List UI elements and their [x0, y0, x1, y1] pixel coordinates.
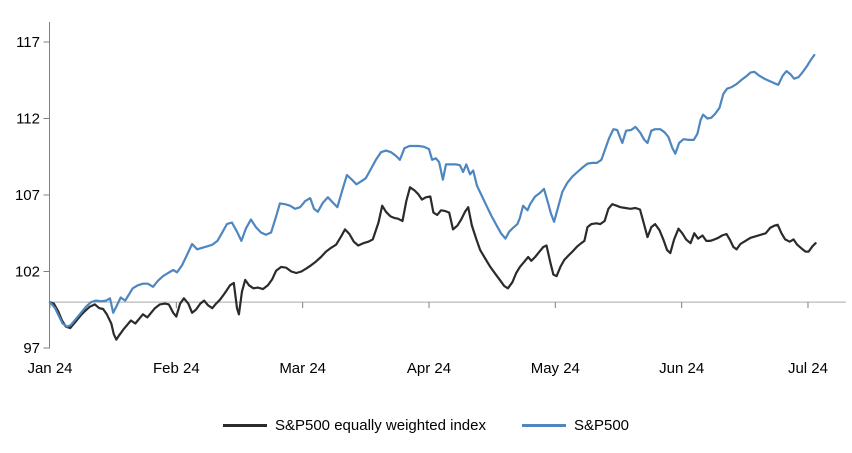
- y-tick-label: 107: [15, 187, 40, 204]
- legend-line-sample-dark: [222, 424, 267, 427]
- x-tick-label: Jul 24: [788, 360, 828, 377]
- x-tick-label: Feb 24: [153, 360, 200, 377]
- x-tick-label: Apr 24: [407, 360, 451, 377]
- chart-legend: S&P500 equally weighted index S&P500: [0, 417, 852, 434]
- legend-line-sample-blue: [521, 424, 566, 427]
- y-tick-label: 112: [16, 111, 40, 128]
- y-tick-label: 97: [23, 340, 40, 357]
- chart-canvas: 97 102 107 112 117 Jan 24 Feb 24 Mar 24 Apr 24 Ma…: [15, 22, 846, 377]
- legend-label-sp500: S&P500: [573, 417, 630, 434]
- legend-label-equal-weight: S&P500 equally weighted index: [274, 417, 486, 434]
- x-tick-label: May 24: [531, 360, 580, 377]
- legend-item-equal-weight: S&P500 equally weighted index: [222, 417, 486, 434]
- x-tick-label: Jan 24: [27, 360, 72, 377]
- x-tick-label: Jun 24: [659, 360, 704, 377]
- y-tick-label: 102: [15, 264, 40, 281]
- legend-item-sp500: S&P500: [521, 417, 630, 434]
- x-tick-label: Mar 24: [279, 360, 326, 377]
- series-line-sp500: [48, 53, 816, 328]
- y-tick-label: 117: [16, 34, 40, 51]
- series-line-equal-weight: [48, 186, 817, 341]
